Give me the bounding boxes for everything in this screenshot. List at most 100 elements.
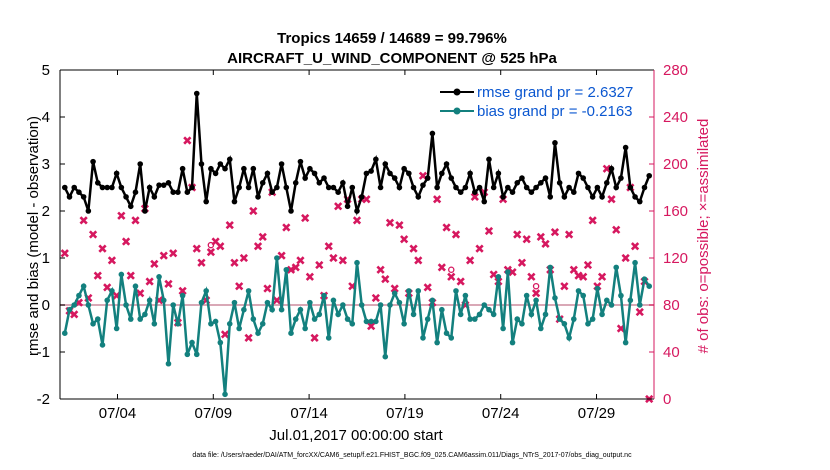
- rmse-point: [142, 208, 148, 214]
- obs-assimilated-marker: [470, 192, 479, 202]
- obs-assimilated-marker: [301, 213, 310, 223]
- obs-assimilated-stroke: [612, 225, 621, 234]
- rmse-point: [566, 184, 572, 191]
- bias-point: [396, 299, 403, 306]
- rmse-point: [415, 194, 422, 200]
- bias-point: [123, 302, 129, 308]
- rmse-point: [212, 170, 219, 177]
- rmse-point: [316, 180, 323, 186]
- obs-assimilated-stroke: [522, 235, 531, 244]
- rmse-point: [505, 184, 511, 191]
- bias-point: [387, 302, 393, 308]
- bias-point: [340, 302, 346, 308]
- rmse-point: [552, 140, 558, 146]
- obs-assimilated-stroke: [296, 256, 305, 265]
- obs-possible-marker: [448, 266, 455, 273]
- bias-point: [566, 335, 572, 341]
- obs-assimilated-stroke: [117, 211, 126, 220]
- rmse-point: [377, 184, 384, 191]
- obs-assimilated-stroke: [456, 277, 465, 286]
- rmse-point: [76, 189, 82, 195]
- obs-assimilated-marker: [315, 260, 324, 270]
- bias-point: [580, 292, 587, 299]
- obs-assimilated-stroke: [597, 272, 607, 281]
- rmse-point: [500, 194, 506, 200]
- bias-point: [231, 299, 238, 306]
- bias-point: [429, 297, 436, 304]
- obs-assimilated-marker: [258, 232, 267, 241]
- rmse-point: [99, 184, 106, 191]
- bias-point: [217, 339, 224, 346]
- bias-point: [165, 360, 172, 367]
- rmse-point: [292, 180, 299, 186]
- rmse-point: [255, 194, 261, 200]
- obs-assimilated-stroke: [414, 256, 423, 265]
- rmse-point: [113, 170, 120, 177]
- bias-point: [561, 321, 568, 327]
- bias-point: [448, 335, 455, 341]
- rmse-point: [80, 194, 87, 200]
- bias-point: [193, 351, 200, 358]
- bias-point: [160, 297, 167, 304]
- bias-point: [509, 339, 516, 346]
- obs-assimilated-stroke: [381, 275, 390, 284]
- rmse-point: [594, 184, 601, 191]
- bias-point: [622, 339, 629, 346]
- obs-assimilated-stroke: [630, 242, 640, 251]
- rmse-point: [481, 198, 488, 205]
- obs-assimilated-marker: [456, 277, 465, 286]
- obs-assimilated-stroke: [150, 259, 159, 268]
- bias-point: [500, 325, 506, 332]
- bias-point: [264, 299, 271, 306]
- obs-assimilated-marker: [225, 220, 234, 230]
- obs-assimilated-stroke: [183, 136, 192, 145]
- obs-assimilated-stroke: [79, 216, 88, 225]
- rmse-point: [358, 194, 365, 200]
- obs-assimilated-stroke: [249, 206, 258, 216]
- obs-assimilated-stroke: [465, 256, 475, 265]
- x-tick-label: 07/24: [482, 405, 520, 422]
- obs-assimilated-marker: [513, 230, 522, 239]
- bias-point: [632, 259, 638, 266]
- obs-assimilated-marker: [475, 244, 484, 253]
- bias-point: [401, 321, 407, 327]
- obs-assimilated-stroke: [136, 289, 145, 298]
- rmse-point: [170, 189, 176, 195]
- rmse-point: [302, 175, 308, 181]
- rmse-point: [636, 198, 643, 205]
- obs-assimilated-stroke: [197, 258, 206, 267]
- obs-assimilated-marker: [517, 258, 527, 267]
- bias-point: [307, 299, 313, 306]
- obs-assimilated-stroke: [192, 244, 201, 253]
- obs-assimilated-marker: [338, 256, 347, 265]
- obs-assimilated-stroke: [329, 253, 338, 263]
- rmse-point: [109, 184, 115, 191]
- obs-assimilated-stroke: [517, 258, 527, 267]
- legend-rmse-marker: [453, 88, 461, 96]
- obs-assimilated-marker: [602, 164, 611, 173]
- bias-point: [533, 297, 539, 304]
- bias-point: [288, 330, 294, 337]
- rmse-point: [160, 182, 167, 188]
- obs-assimilated-stroke: [531, 289, 541, 298]
- bias-point: [175, 321, 181, 327]
- rmse-point: [410, 184, 417, 191]
- rmse-point: [490, 184, 497, 191]
- bias-point: [278, 306, 285, 313]
- right-y-tick-label: 40: [663, 344, 680, 361]
- right-y-tick-label: 280: [663, 62, 688, 79]
- bias-point: [71, 302, 78, 308]
- bias-point: [528, 311, 535, 318]
- bias-point: [599, 311, 605, 318]
- rmse-point: [622, 144, 629, 151]
- left-y-axis-label: rmse and bias (model - observation): [25, 116, 42, 356]
- obs-assimilated-stroke: [216, 242, 225, 251]
- bias-point: [415, 288, 422, 294]
- obs-assimilated-stroke: [70, 310, 79, 319]
- obs-assimilated-marker: [381, 275, 390, 284]
- bias-point: [363, 318, 370, 325]
- data-file-footnote: data file: /Users/raeder/DAI/ATM_forcXX/…: [192, 452, 632, 459]
- obs-assimilated-marker: [612, 225, 621, 234]
- rmse-point: [589, 194, 596, 200]
- obs-assimilated-stroke: [220, 330, 230, 339]
